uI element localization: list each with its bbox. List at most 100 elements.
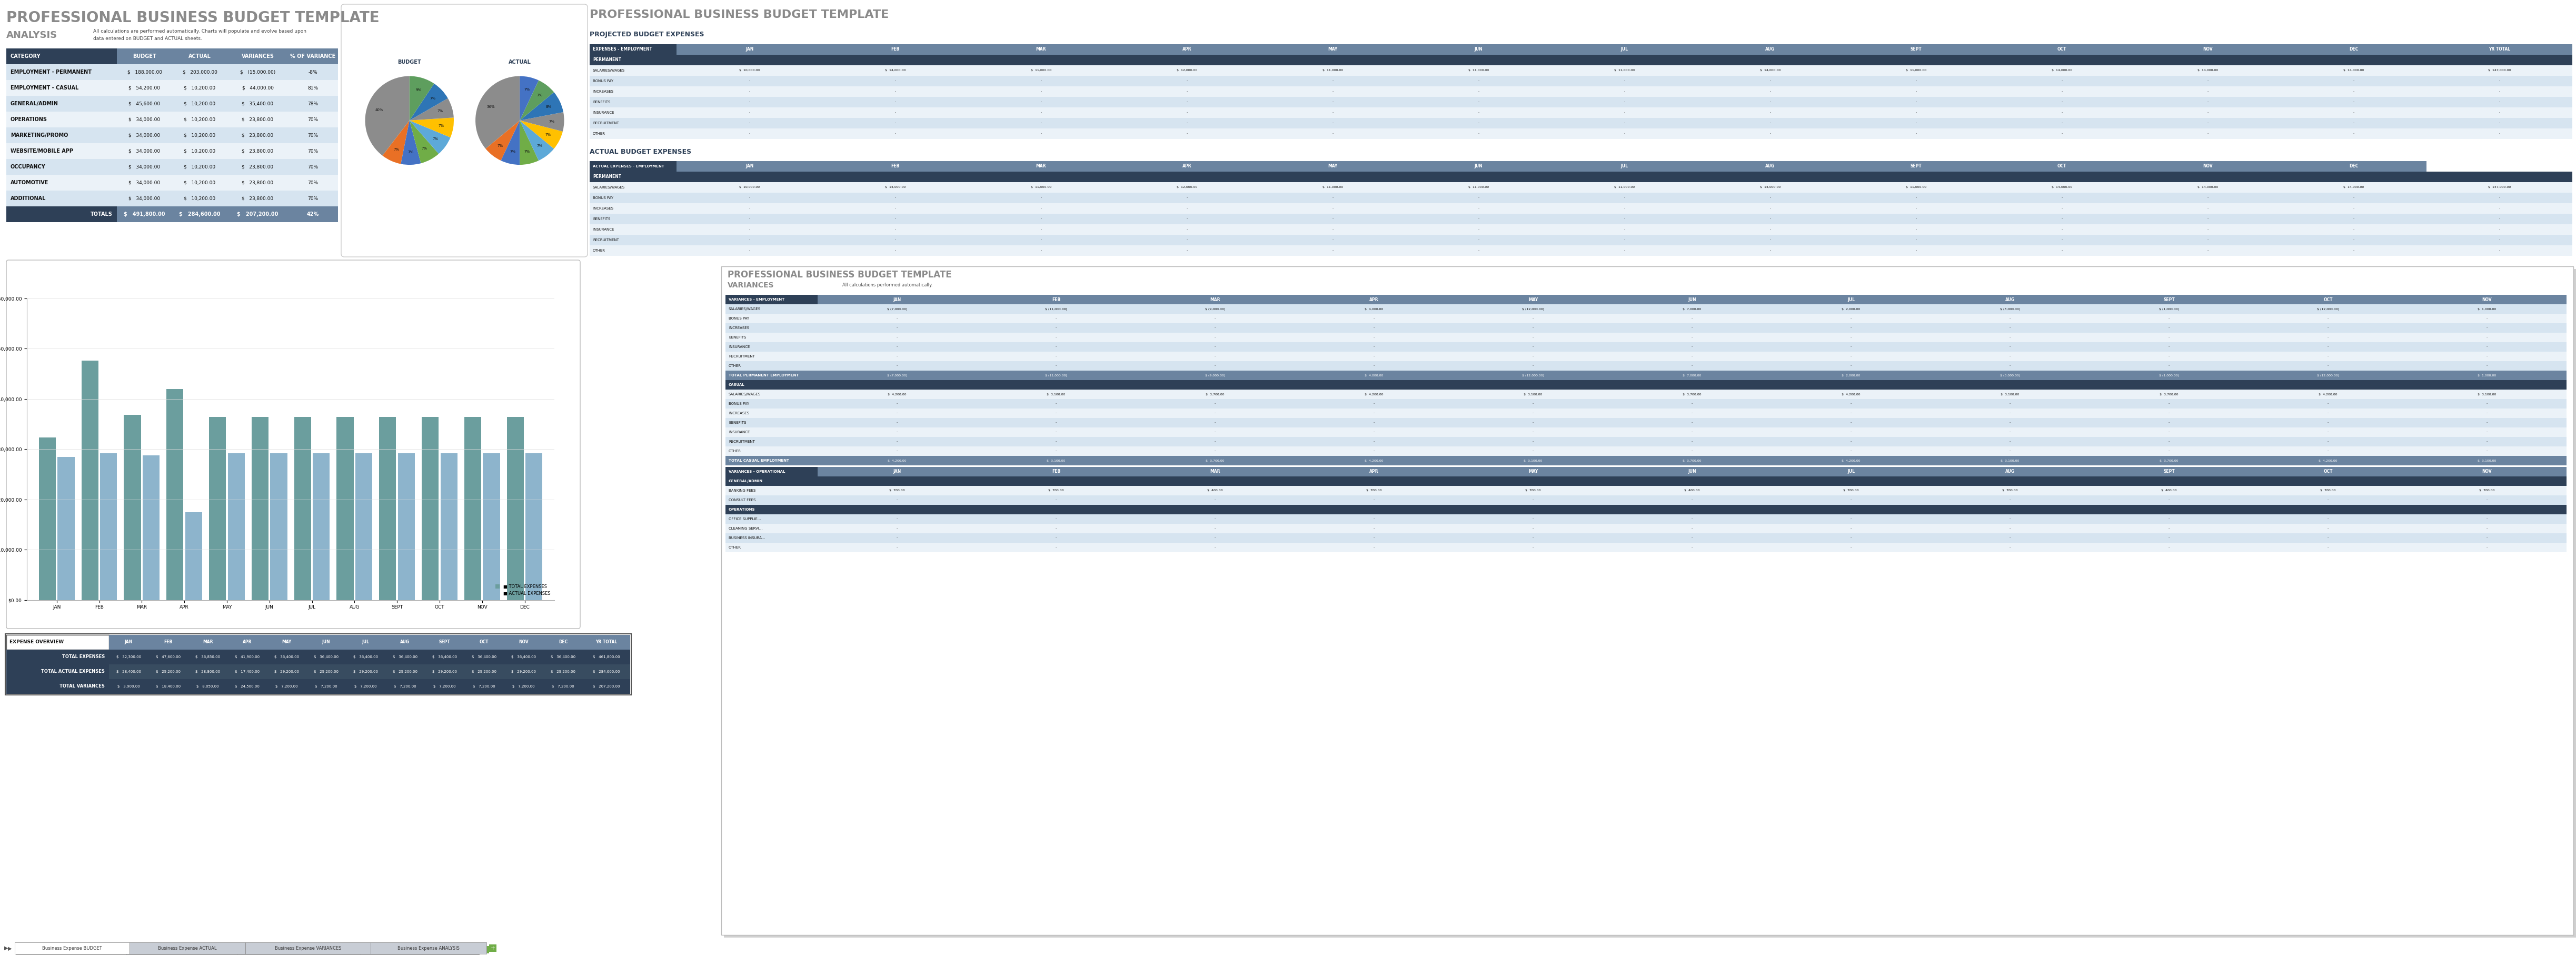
Text: INSURANCE: INSURANCE bbox=[592, 111, 613, 114]
Bar bbox=[129, 943, 245, 954]
Bar bbox=[726, 380, 817, 389]
Bar bbox=[822, 107, 969, 118]
Text: SALARIES/WAGES: SALARIES/WAGES bbox=[592, 185, 626, 189]
Text: $  3,100.00: $ 3,100.00 bbox=[1046, 459, 1066, 462]
Text: $   10,200.00: $ 10,200.00 bbox=[183, 101, 216, 106]
Bar bbox=[726, 333, 817, 342]
Bar bbox=[822, 97, 969, 107]
Text: RECRUITMENT: RECRUITMENT bbox=[729, 440, 755, 444]
Text: $   36,400.00: $ 36,400.00 bbox=[314, 656, 337, 659]
Text: NOV: NOV bbox=[2483, 297, 2491, 302]
Bar bbox=[1296, 294, 1453, 304]
Text: TOTAL VARIANCES: TOTAL VARIANCES bbox=[59, 684, 106, 689]
Bar bbox=[1260, 172, 1406, 183]
Text: $ (9,000.00): $ (9,000.00) bbox=[1206, 308, 1226, 311]
Text: VARIANCES - EMPLOYMENT: VARIANCES - EMPLOYMENT bbox=[729, 298, 786, 301]
Bar bbox=[464, 417, 482, 599]
Bar bbox=[1296, 323, 1453, 333]
Text: 7%: 7% bbox=[394, 148, 399, 151]
Bar bbox=[817, 505, 976, 514]
Bar bbox=[2136, 54, 2280, 65]
Text: BUDGET: BUDGET bbox=[134, 54, 157, 59]
Text: $   36,400.00: $ 36,400.00 bbox=[433, 656, 456, 659]
Bar bbox=[1929, 294, 2089, 304]
Text: MAY: MAY bbox=[1528, 469, 1538, 474]
Text: $  11,000.00: $ 11,000.00 bbox=[1321, 186, 1342, 188]
Bar bbox=[1136, 399, 1296, 408]
Bar bbox=[1113, 107, 1260, 118]
Text: $  4,200.00: $ 4,200.00 bbox=[1842, 459, 1860, 462]
Text: $   29,200.00: $ 29,200.00 bbox=[155, 670, 180, 673]
Bar bbox=[1260, 225, 1406, 235]
Text: $   36,850.00: $ 36,850.00 bbox=[196, 656, 219, 659]
Text: $   461,800.00: $ 461,800.00 bbox=[592, 656, 621, 659]
Bar bbox=[1613, 371, 1772, 380]
Text: $   7,200.00: $ 7,200.00 bbox=[513, 684, 536, 688]
Bar bbox=[1551, 97, 1698, 107]
Bar bbox=[289, 96, 337, 112]
Text: APR: APR bbox=[1370, 297, 1378, 302]
Text: $   29,200.00: $ 29,200.00 bbox=[314, 670, 337, 673]
Text: APR: APR bbox=[1370, 469, 1378, 474]
Bar bbox=[1551, 235, 1698, 246]
Bar bbox=[1260, 162, 1406, 172]
Text: $   41,900.00: $ 41,900.00 bbox=[234, 656, 260, 659]
Text: 9%: 9% bbox=[415, 88, 422, 92]
Bar bbox=[2136, 172, 2280, 183]
Text: 70%: 70% bbox=[307, 118, 319, 121]
Bar bbox=[1260, 235, 1406, 246]
Bar bbox=[227, 143, 289, 159]
Text: $  700.00: $ 700.00 bbox=[1365, 489, 1381, 492]
Bar bbox=[294, 417, 312, 599]
Text: $  3,100.00: $ 3,100.00 bbox=[2478, 459, 2496, 462]
Bar bbox=[15, 943, 129, 954]
Bar bbox=[677, 235, 822, 246]
Bar bbox=[1406, 86, 1551, 97]
Bar bbox=[2427, 183, 2573, 193]
Text: $ (12,000.00): $ (12,000.00) bbox=[1522, 308, 1543, 311]
Bar bbox=[1136, 476, 1296, 486]
Bar bbox=[2089, 543, 2249, 553]
Text: TOTAL PERMANENT EMPLOYMENT: TOTAL PERMANENT EMPLOYMENT bbox=[729, 374, 799, 377]
Bar bbox=[1844, 183, 1989, 193]
Text: $  3,700.00: $ 3,700.00 bbox=[1206, 459, 1224, 462]
Text: MAY: MAY bbox=[281, 640, 291, 644]
Bar bbox=[1551, 172, 1698, 183]
Bar bbox=[5, 112, 116, 127]
Bar bbox=[2089, 371, 2249, 380]
Bar bbox=[2280, 118, 2427, 128]
Text: PROFESSIONAL BUSINESS BUDGET TEMPLATE: PROFESSIONAL BUSINESS BUDGET TEMPLATE bbox=[726, 270, 951, 279]
Bar bbox=[590, 183, 677, 193]
Text: $   23,800.00: $ 23,800.00 bbox=[242, 118, 273, 121]
Bar bbox=[1698, 162, 1844, 172]
Bar bbox=[1844, 76, 1989, 86]
Bar bbox=[2089, 333, 2249, 342]
Bar bbox=[726, 418, 817, 427]
Bar bbox=[822, 214, 969, 225]
Bar bbox=[1698, 193, 1844, 204]
Bar bbox=[2409, 389, 2566, 399]
Text: $   36,400.00: $ 36,400.00 bbox=[471, 656, 497, 659]
Text: BONUS PAY: BONUS PAY bbox=[729, 402, 750, 405]
Text: WEBSITE/MOBILE APP: WEBSITE/MOBILE APP bbox=[10, 148, 72, 154]
Text: $  12,000.00: $ 12,000.00 bbox=[1177, 186, 1198, 188]
Text: $   7,200.00: $ 7,200.00 bbox=[314, 684, 337, 688]
Text: MAR: MAR bbox=[1036, 47, 1046, 52]
Bar bbox=[126, 943, 237, 954]
Bar bbox=[289, 80, 337, 96]
Text: Business Expense ACTUAL: Business Expense ACTUAL bbox=[152, 946, 211, 951]
Text: $ (11,000.00): $ (11,000.00) bbox=[1046, 374, 1066, 377]
Text: $  700.00: $ 700.00 bbox=[2321, 489, 2336, 492]
Bar bbox=[2089, 418, 2249, 427]
Bar bbox=[1453, 467, 1613, 476]
Text: $  4,000.00: $ 4,000.00 bbox=[1365, 308, 1383, 311]
Text: $   36,400.00: $ 36,400.00 bbox=[551, 656, 574, 659]
Bar bbox=[817, 446, 976, 456]
Bar bbox=[5, 650, 108, 664]
Bar bbox=[976, 323, 1136, 333]
Bar bbox=[173, 96, 227, 112]
Bar bbox=[1136, 342, 1296, 352]
Bar bbox=[969, 225, 1113, 235]
Bar bbox=[1698, 128, 1844, 139]
Bar bbox=[1989, 162, 2136, 172]
